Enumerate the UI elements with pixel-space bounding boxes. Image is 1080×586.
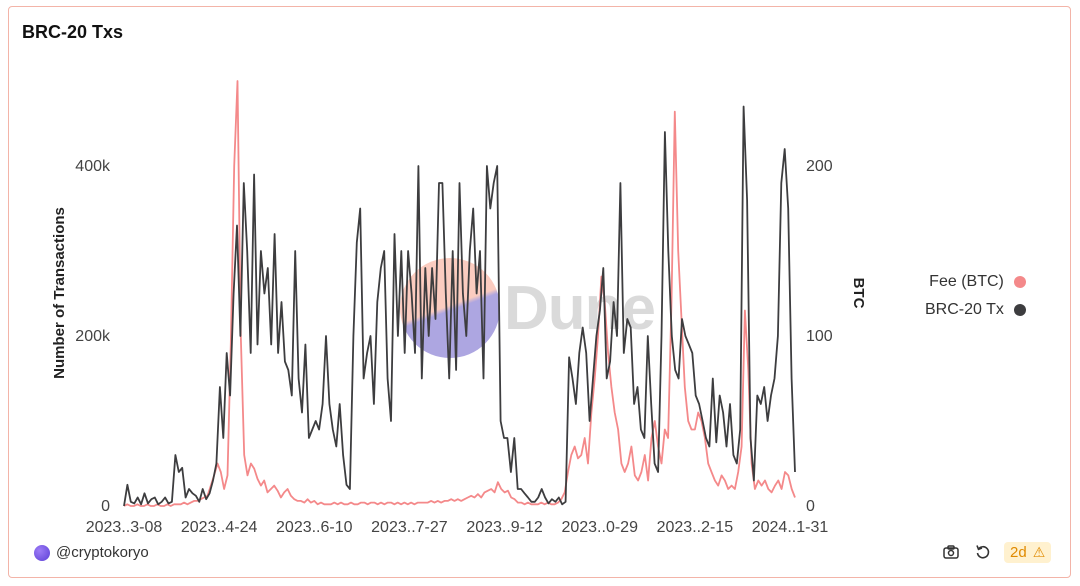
series-line-1 (123, 105, 796, 507)
y-tick-right-1: 100 (806, 328, 833, 345)
author-name: @cryptokoryo (56, 544, 149, 561)
y-tick-left-1: 200k (75, 328, 111, 345)
y-tick-right-0: 0 (806, 498, 815, 515)
camera-icon[interactable] (940, 541, 962, 563)
legend: Fee (BTC) BRC-20 Tx (925, 268, 1026, 324)
x-tick-4: 2023..9-12 (466, 519, 543, 536)
author-link[interactable]: @cryptokoryo (34, 544, 149, 561)
y-axis-label-left: Number of Transactions (51, 207, 68, 379)
axes: 0 200k 400k 0 100 200 2023..3-08 2023..4-24 2023… (75, 158, 833, 536)
x-tick-5: 2023..0-29 (561, 519, 638, 536)
age-badge[interactable]: 2d ⚠ (1004, 541, 1052, 563)
legend-dot-fee (1013, 276, 1026, 288)
chart-toolbar: 2d ⚠ (940, 541, 1052, 563)
y-tick-left-0: 0 (101, 498, 110, 515)
avatar (34, 544, 50, 561)
chart-card (8, 6, 1071, 578)
series-line-0 (123, 80, 796, 507)
plot-lines (123, 80, 796, 507)
y-axis-label-right: BTC (850, 278, 867, 309)
legend-label-fee: Fee (BTC) (929, 273, 1004, 290)
y-tick-left-2: 400k (75, 158, 111, 175)
chart-title: BRC-20 Txs (22, 22, 124, 42)
legend-item-fee[interactable]: Fee (BTC) (925, 268, 1026, 296)
x-tick-3: 2023..7-27 (371, 519, 448, 536)
warning-icon: ⚠ (1032, 543, 1046, 560)
x-tick-0: 2023..3-08 (86, 519, 163, 536)
x-tick-2: 2023..6-10 (276, 519, 353, 536)
x-tick-1: 2023..4-24 (181, 519, 258, 536)
x-tick-6: 2023..2-15 (657, 519, 734, 536)
legend-dot-brc20 (1013, 304, 1026, 316)
refresh-icon[interactable] (972, 541, 994, 563)
x-tick-7: 2024..1-31 (752, 519, 829, 536)
legend-label-brc20: BRC-20 Tx (925, 301, 1004, 318)
y-tick-right-2: 200 (806, 158, 833, 175)
legend-item-brc20[interactable]: BRC-20 Tx (925, 296, 1026, 324)
age-text: 2d (1010, 543, 1027, 561)
